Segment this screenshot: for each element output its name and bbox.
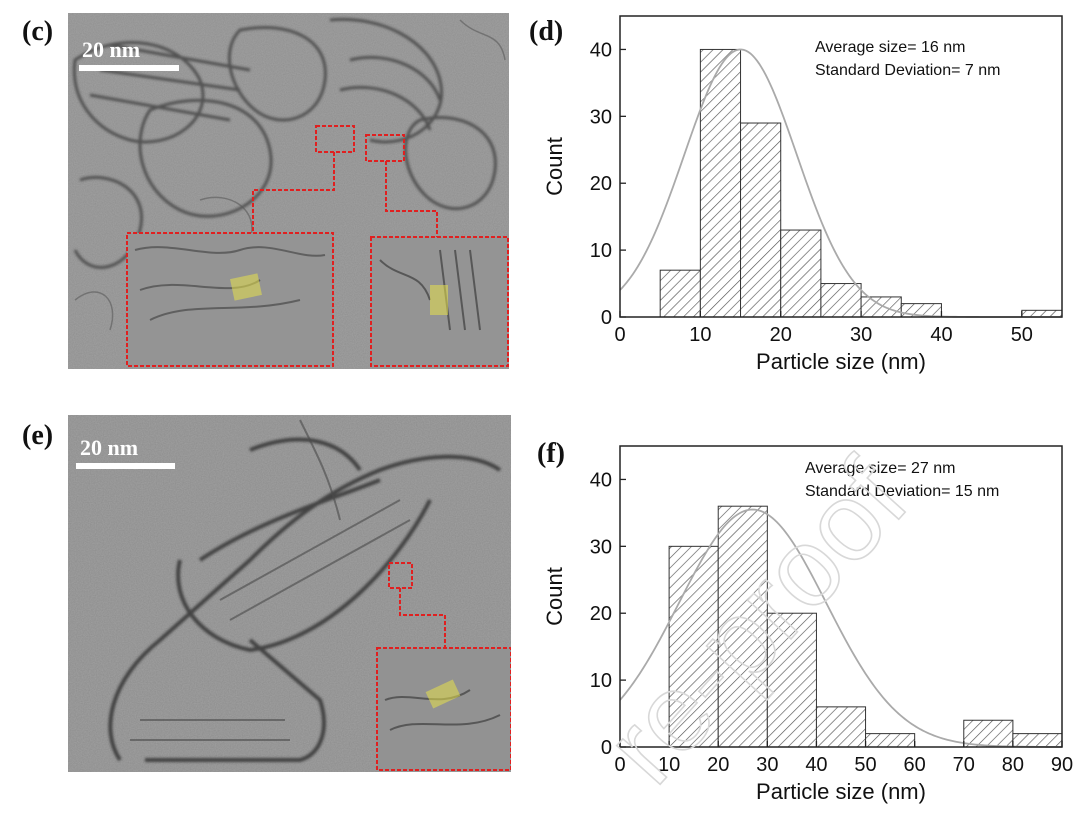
connector-line xyxy=(385,161,438,237)
x-tick-label: 40 xyxy=(930,324,952,346)
panel-letter-c: (c) xyxy=(22,16,53,47)
histogram-bar xyxy=(1012,733,1063,748)
roi-box-c-2 xyxy=(365,134,405,162)
inset-box-e xyxy=(376,647,511,771)
x-tick-label: 50 xyxy=(854,754,876,776)
histogram-bar xyxy=(659,269,701,318)
roi-box-c-1 xyxy=(315,125,355,153)
y-tick-label: 30 xyxy=(590,536,612,558)
y-axis-title: Count xyxy=(542,137,567,196)
histogram-bar xyxy=(780,229,822,318)
x-tick-label: 10 xyxy=(658,754,680,776)
average-size-annotation: Average size= 16 nm xyxy=(815,39,965,56)
tem-image-c: 20 nm xyxy=(68,13,509,369)
x-tick-label: 60 xyxy=(904,754,926,776)
y-tick-label: 40 xyxy=(590,469,612,491)
histogram-bar xyxy=(865,733,916,748)
histogram-bar xyxy=(963,719,1014,748)
y-tick-label: 20 xyxy=(590,173,612,195)
histogram-bar xyxy=(717,505,768,748)
x-tick-label: 80 xyxy=(1002,754,1024,776)
std-dev-annotation: Standard Deviation= 7 nm xyxy=(815,62,1000,79)
x-tick-label: 0 xyxy=(614,754,625,776)
histogram-f: 0 10 20 30 40 50 60 70 80 90 0 10 20 30 40 Particle siz… xyxy=(542,445,1073,804)
y-tick-label: 30 xyxy=(590,106,612,128)
y-tick-label: 20 xyxy=(590,603,612,625)
scale-bar-label: 20 nm xyxy=(82,37,140,62)
watermark: re-proof xyxy=(581,437,930,806)
lattice-highlight xyxy=(430,285,448,315)
x-tick-label: 50 xyxy=(1011,324,1033,346)
connector-line xyxy=(252,152,335,233)
lattice-highlight xyxy=(425,679,461,709)
x-axis-title: Particle size (nm) xyxy=(756,349,926,374)
tem-image-e: 20 nm xyxy=(68,415,511,772)
std-dev-annotation: Standard Deviation= 15 nm xyxy=(805,483,999,500)
y-tick-label: 10 xyxy=(590,240,612,262)
histogram-bar xyxy=(815,706,867,748)
x-tick-label: 20 xyxy=(707,754,729,776)
histogram-bar xyxy=(820,283,862,318)
x-tick-label: 40 xyxy=(805,754,827,776)
y-tick-label: 10 xyxy=(590,670,612,692)
y-tick-label: 0 xyxy=(601,307,612,329)
x-tick-label: 70 xyxy=(953,754,975,776)
x-tick-label: 10 xyxy=(689,324,711,346)
histogram-bar xyxy=(740,122,782,318)
histogram-bar xyxy=(860,296,902,318)
histogram-bar xyxy=(699,48,742,318)
panel-letter-e: (e) xyxy=(22,420,53,451)
y-axis-title: Count xyxy=(542,567,567,626)
gaussian-fit-curve xyxy=(619,508,1062,748)
x-tick-label: 90 xyxy=(1051,754,1073,776)
x-tick-label: 30 xyxy=(756,754,778,776)
x-tick-label: 0 xyxy=(614,324,625,346)
scale-bar xyxy=(79,65,179,71)
y-tick-label: 0 xyxy=(601,737,612,759)
x-tick-label: 20 xyxy=(770,324,792,346)
connector-line xyxy=(399,588,446,648)
average-size-annotation: Average size= 27 nm xyxy=(805,460,955,477)
x-tick-label: 30 xyxy=(850,324,872,346)
plot-frame xyxy=(619,15,1063,318)
y-tick-label: 40 xyxy=(590,39,612,61)
panel-letter-f: (f) xyxy=(537,438,565,469)
scale-bar xyxy=(76,463,175,469)
lattice-highlight xyxy=(230,273,262,301)
panel-letter-d: (d) xyxy=(529,16,563,47)
scale-bar-label: 20 nm xyxy=(80,435,138,460)
histogram-bar xyxy=(1021,309,1063,318)
plot-frame xyxy=(619,445,1063,748)
x-axis-title: Particle size (nm) xyxy=(756,779,926,804)
